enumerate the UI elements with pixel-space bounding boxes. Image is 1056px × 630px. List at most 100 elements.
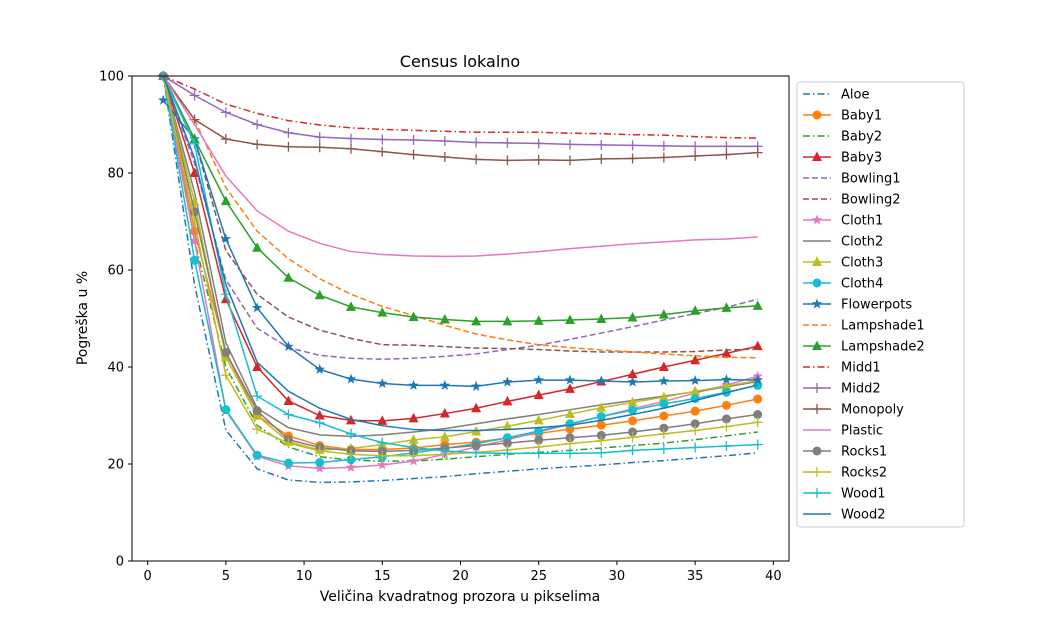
y-tick-label: 60	[107, 264, 124, 279]
data-point-lampshade2	[658, 309, 669, 319]
data-point-wood1	[752, 439, 763, 450]
data-point-lampshade2	[502, 315, 513, 326]
legend-marker	[812, 340, 822, 350]
data-point-midd2	[314, 132, 325, 143]
data-point-rocks2	[658, 428, 669, 439]
data-point-monopoly	[346, 143, 356, 154]
data-point-rocks1	[502, 438, 512, 448]
data-point-rocks1	[628, 427, 638, 437]
x-tick-label: 35	[687, 569, 704, 584]
data-point-rocks2	[721, 421, 732, 432]
data-point-cloth4	[346, 455, 356, 465]
data-point-rocks2	[752, 417, 763, 428]
data-point-flowerpots	[752, 374, 763, 385]
series-line-cloth2	[162, 75, 758, 438]
data-point-cloth4	[659, 399, 669, 409]
series-monopoly	[158, 71, 763, 166]
data-point-lampshade2	[283, 272, 294, 282]
data-point-flowerpots	[283, 341, 294, 352]
data-point-rocks1	[721, 414, 731, 424]
legend-label: Baby2	[841, 130, 882, 145]
legend-entry-aloe: Aloe	[803, 88, 869, 103]
data-point-wood1	[565, 448, 575, 459]
data-point-baby3	[439, 408, 450, 418]
data-point-midd2	[690, 141, 701, 152]
legend-label: Wood1	[841, 487, 886, 502]
data-point-midd2	[408, 135, 419, 146]
data-point-monopoly	[283, 141, 294, 152]
data-point-lampshade2	[721, 302, 732, 312]
data-point-cloth3	[565, 408, 575, 419]
x-tick-label: 20	[452, 569, 469, 584]
data-point-wood1	[377, 437, 388, 448]
legend-label: Cloth2	[841, 235, 883, 250]
data-point-monopoly	[565, 155, 575, 166]
series-lampshade2	[158, 70, 763, 326]
data-point-rocks2	[377, 450, 388, 461]
data-point-wood1	[346, 428, 356, 439]
series-line-rocks1	[162, 75, 758, 453]
series-wood2	[162, 75, 758, 432]
data-point-flowerpots	[470, 380, 482, 391]
data-point-flowerpots	[721, 374, 732, 385]
legend-label: Lampshade1	[841, 319, 925, 334]
data-point-rocks2	[627, 432, 638, 443]
data-point-flowerpots	[408, 379, 419, 390]
legend-entry-midd2: Midd2	[803, 382, 881, 397]
data-point-cloth3	[439, 431, 450, 441]
data-point-rocks2	[283, 438, 294, 449]
legend-marker	[812, 278, 822, 288]
data-point-flowerpots	[564, 374, 576, 385]
x-axis-label: Veličina kvadratnog prozora u pikselima	[320, 589, 601, 605]
legend-entry-wood2: Wood2	[803, 508, 886, 523]
legend-label: Aloe	[841, 88, 869, 103]
legend-marker	[812, 467, 822, 477]
legend-label: Bowling2	[841, 193, 901, 208]
data-point-rocks1	[221, 347, 231, 357]
data-point-rocks2	[596, 435, 607, 446]
data-point-lampshade2	[752, 300, 763, 310]
series-lampshade1	[162, 75, 758, 359]
series-cloth1	[158, 70, 763, 473]
series-midd1	[163, 75, 758, 139]
data-point-rocks1	[596, 430, 606, 440]
data-point-midd2	[439, 135, 450, 146]
legend-entry-lampshade1: Lampshade1	[803, 319, 925, 334]
data-point-baby3	[502, 395, 513, 406]
legend-marker	[812, 110, 822, 120]
data-point-baby1	[753, 394, 763, 404]
data-point-monopoly	[377, 146, 388, 157]
series-line-monopoly	[162, 75, 758, 162]
data-point-midd2	[658, 140, 669, 151]
data-point-baby1	[596, 420, 606, 430]
data-point-baby3	[752, 340, 763, 351]
x-tick-label: 10	[296, 569, 313, 584]
data-point-rocks2	[565, 438, 575, 449]
data-point-monopoly	[502, 155, 513, 166]
data-point-baby3	[721, 347, 732, 358]
data-point-baby3	[252, 361, 263, 371]
data-point-midd2	[283, 127, 294, 138]
legend-entry-cloth2: Cloth2	[803, 235, 883, 250]
data-point-cloth4	[190, 255, 200, 265]
data-point-wood1	[596, 447, 607, 458]
data-point-midd2	[252, 119, 263, 130]
data-point-midd2	[533, 138, 544, 149]
data-point-baby1	[721, 400, 731, 410]
series-cloth3	[158, 70, 763, 454]
data-point-lampshade2	[596, 313, 607, 323]
data-point-midd2	[220, 107, 231, 118]
data-point-cloth1	[345, 461, 357, 472]
legend-label: Baby1	[841, 109, 882, 124]
data-point-wood1	[252, 391, 263, 402]
data-point-lampshade2	[377, 307, 388, 317]
series-cloth4	[158, 71, 763, 468]
series-midd2	[158, 71, 763, 152]
plot-frame	[131, 75, 790, 562]
legend-entry-bowling1: Bowling1	[803, 172, 901, 187]
data-point-monopoly	[721, 149, 732, 160]
data-point-lampshade2	[220, 195, 231, 206]
data-point-monopoly	[596, 153, 607, 164]
data-point-rocks2	[690, 425, 701, 436]
legend-marker	[811, 214, 823, 225]
